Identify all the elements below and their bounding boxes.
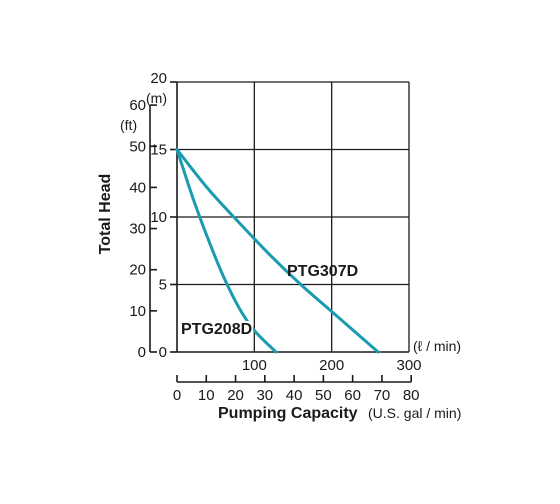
tick-label-m-0: 0 [159, 344, 167, 361]
tick-label-lpm-300: 300 [396, 357, 421, 374]
tick-label-m-15: 15 [150, 142, 167, 159]
tick-label-m-5: 5 [159, 277, 167, 294]
y-axis-title: Total Head [97, 174, 114, 255]
tick-label-ft-10: 10 [129, 303, 146, 320]
tick-label-gpm-20: 20 [227, 387, 244, 404]
unit-gpm: (U.S. gal / min) [368, 405, 461, 421]
tick-label-lpm-100: 100 [242, 357, 267, 374]
series [175, 148, 380, 354]
series-label-ptg307d: PTG307D [287, 263, 358, 280]
tick-label-ft-30: 30 [129, 221, 146, 238]
tick-label-gpm-0: 0 [173, 387, 181, 404]
tick-label-ft-50: 50 [129, 138, 146, 155]
tick-label-m-20: 20 [150, 70, 167, 87]
series-line-ptg208d [175, 148, 278, 354]
axes [149, 81, 412, 383]
series-label-bg [180, 321, 254, 338]
tick-label-gpm-40: 40 [286, 387, 303, 404]
tick-label-m-10: 10 [150, 209, 167, 226]
tick-label-gpm-50: 50 [315, 387, 332, 404]
series-label-ptg208d: PTG208D [181, 321, 252, 338]
series-line-ptg307d [175, 148, 380, 354]
tick-label-lpm-200: 200 [319, 357, 344, 374]
unit-m: (m) [146, 90, 167, 106]
tick-label-ft-20: 20 [129, 262, 146, 279]
tick-label-gpm-10: 10 [198, 387, 215, 404]
unit-lpm: (ℓ / min) [413, 338, 461, 354]
unit-ft: (ft) [120, 117, 137, 133]
tick-label-gpm-30: 30 [256, 387, 273, 404]
tick-label-ft-0: 0 [138, 344, 146, 361]
tick-label-ft-40: 40 [129, 179, 146, 196]
tick-label-gpm-70: 70 [374, 387, 391, 404]
tick-label-ft-60: 60 [129, 97, 146, 114]
x-axis-title: Pumping Capacity [218, 405, 358, 422]
grid [177, 81, 410, 352]
tick-label-gpm-60: 60 [344, 387, 361, 404]
tick-label-gpm-80: 80 [403, 387, 420, 404]
